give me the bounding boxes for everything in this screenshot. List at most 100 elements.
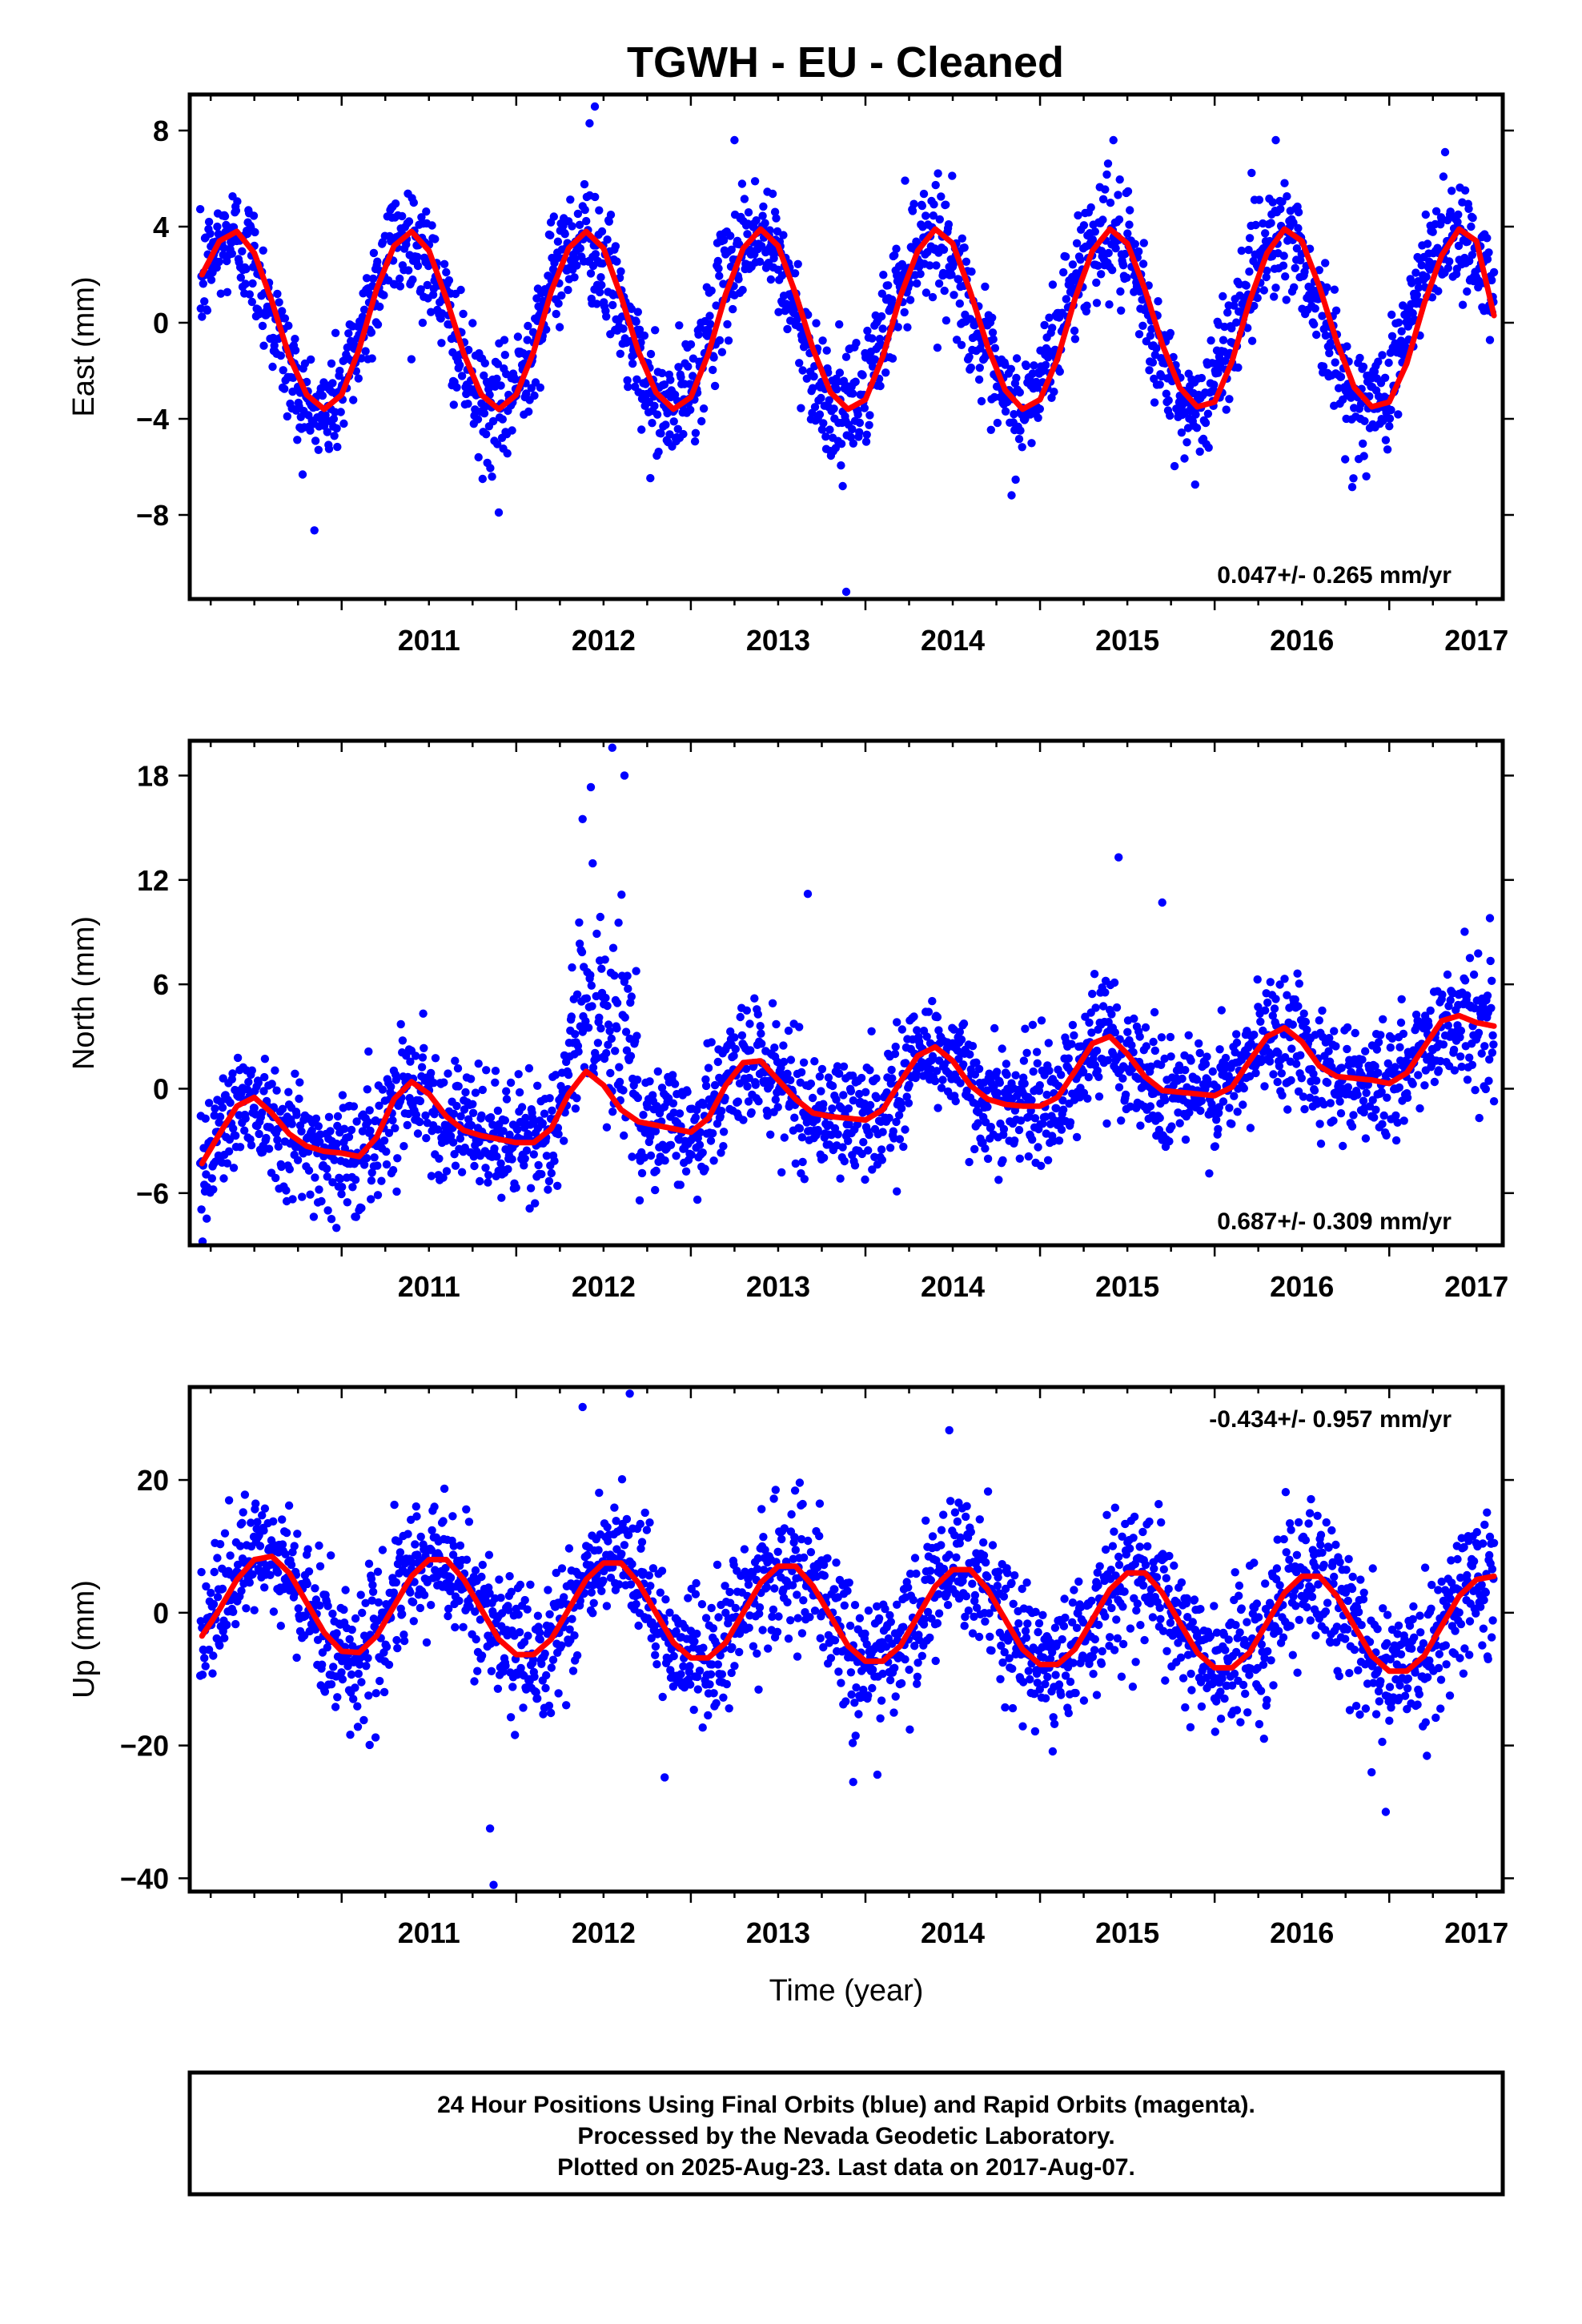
- data-point: [363, 1117, 372, 1127]
- data-point: [575, 918, 584, 927]
- data-point: [1468, 251, 1477, 259]
- data-point: [942, 200, 950, 209]
- y-tick-label: 18: [137, 759, 169, 792]
- data-point: [1424, 1021, 1433, 1030]
- x-tick-label: 2016: [1270, 1270, 1334, 1303]
- data-point: [554, 299, 563, 308]
- data-point: [864, 1146, 873, 1155]
- data-point: [433, 1125, 443, 1134]
- data-point: [889, 1127, 898, 1136]
- data-point: [1059, 1105, 1068, 1114]
- y-axis-label: East (mm): [67, 276, 101, 416]
- data-point-outlier: [803, 890, 813, 899]
- data-point: [1083, 1094, 1092, 1104]
- data-point: [207, 1588, 215, 1598]
- data-point: [480, 371, 488, 380]
- data-point: [241, 279, 250, 288]
- data-point: [524, 321, 532, 331]
- data-point: [1166, 411, 1174, 420]
- data-point: [904, 1099, 913, 1108]
- plot-frame: [187, 738, 1505, 1248]
- data-point: [868, 1165, 877, 1174]
- data-point: [890, 251, 899, 259]
- data-point: [628, 359, 637, 368]
- data-point: [1417, 261, 1426, 270]
- data-point: [344, 1132, 354, 1142]
- data-point: [795, 1023, 804, 1031]
- data-point: [865, 1130, 873, 1140]
- data-point: [665, 430, 674, 439]
- data-point: [318, 1660, 327, 1669]
- data-point: [1011, 475, 1020, 485]
- data-point: [1123, 187, 1133, 196]
- data-point: [400, 1636, 409, 1646]
- data-point: [850, 1161, 860, 1170]
- data-point: [1002, 1059, 1011, 1068]
- data-point: [1112, 1003, 1122, 1012]
- data-point: [338, 1675, 347, 1684]
- data-point: [677, 372, 685, 382]
- data-point: [827, 1131, 836, 1140]
- data-point: [315, 1541, 323, 1550]
- data-point: [710, 1090, 719, 1099]
- data-point: [596, 912, 604, 922]
- data-point: [998, 1156, 1007, 1165]
- data-point-outlier: [608, 743, 616, 752]
- data-point: [480, 359, 489, 368]
- data-point: [281, 1550, 290, 1559]
- data-point: [1084, 1072, 1094, 1082]
- data-point: [959, 1060, 968, 1069]
- data-point: [284, 321, 293, 330]
- data-point: [255, 1129, 263, 1139]
- data-point: [1207, 336, 1215, 345]
- data-point: [948, 171, 957, 180]
- data-point: [269, 1607, 279, 1616]
- data-point: [1300, 1104, 1309, 1114]
- data-point: [1029, 1067, 1038, 1076]
- data-point: [758, 211, 767, 220]
- data-point: [956, 1079, 965, 1088]
- data-point: [595, 206, 604, 215]
- data-point: [894, 1111, 904, 1120]
- data-point: [779, 1057, 789, 1067]
- data-point: [292, 1653, 301, 1663]
- data-point: [351, 1614, 360, 1623]
- data-point: [604, 1040, 612, 1049]
- data-point: [819, 419, 828, 428]
- data-point: [384, 1660, 394, 1669]
- data-point: [1296, 1051, 1305, 1059]
- data-point: [1068, 1020, 1078, 1030]
- data-point: [1483, 991, 1492, 1000]
- data-point: [1092, 1046, 1102, 1055]
- data-point: [486, 1113, 496, 1122]
- data-point: [272, 1086, 281, 1095]
- data-point: [346, 1731, 355, 1739]
- data-point: [817, 425, 827, 434]
- data-point: [454, 1082, 463, 1091]
- data-point: [990, 344, 1000, 352]
- data-point: [1094, 1072, 1103, 1082]
- data-point: [1245, 234, 1255, 243]
- data-point: [418, 1053, 428, 1062]
- data-point: [844, 1104, 853, 1113]
- data-point: [1471, 1086, 1480, 1095]
- data-point: [427, 1172, 436, 1180]
- data-point: [809, 372, 818, 381]
- data-point: [572, 261, 581, 270]
- data-point: [1225, 1104, 1234, 1112]
- data-point: [861, 1175, 869, 1184]
- data-point: [666, 376, 675, 384]
- data-point: [1299, 1092, 1308, 1101]
- data-point: [837, 440, 846, 448]
- data-point: [1058, 1096, 1067, 1105]
- data-point: [951, 1096, 960, 1106]
- data-point: [1301, 1017, 1311, 1027]
- data-point: [719, 1128, 729, 1136]
- data-point: [924, 1007, 934, 1016]
- data-point: [1283, 192, 1291, 201]
- data-point: [588, 858, 597, 868]
- data-point: [1111, 243, 1120, 253]
- data-point: [633, 308, 642, 316]
- data-point: [323, 1643, 331, 1652]
- data-point: [367, 1574, 376, 1583]
